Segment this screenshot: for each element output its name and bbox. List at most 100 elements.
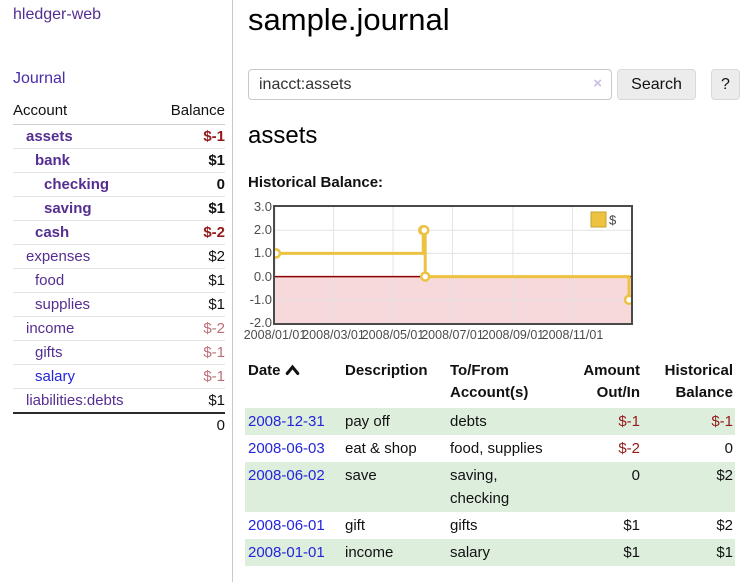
account-balance: $-2 — [155, 220, 225, 245]
account-balance: $1 — [155, 388, 225, 414]
chart-heading: Historical Balance: — [248, 174, 384, 191]
account-row: income $-2 — [13, 316, 225, 341]
transaction-accounts: salary — [450, 544, 491, 561]
accounts-balance-table: Account Balance assets $-1 bank $1 checking 0… — [13, 100, 225, 437]
transaction-accounts: gifts — [450, 517, 478, 534]
column-header-balance[interactable]: Historical Balance — [664, 362, 733, 401]
account-row: assets $-1 — [13, 124, 225, 149]
register-row: 2008-06-03 eat & shop food, supplies $-2 0 — [245, 435, 735, 462]
account-balance: $-1 — [155, 364, 225, 389]
search-button[interactable]: Search — [617, 69, 696, 100]
sidebar-account-link[interactable]: salary — [35, 368, 76, 385]
account-row: cash $-2 — [13, 220, 225, 245]
sidebar-account-link[interactable]: food — [35, 272, 65, 289]
account-balance: $-2 — [155, 316, 225, 341]
account-row: salary $-1 — [13, 364, 225, 389]
account-row: food $1 — [13, 268, 225, 293]
sidebar-account-link[interactable]: assets — [26, 128, 73, 145]
account-row: saving $1 — [13, 196, 225, 221]
transaction-description: eat & shop — [345, 440, 417, 457]
account-row: supplies $1 — [13, 292, 225, 317]
account-balance: $-1 — [155, 124, 225, 149]
transaction-accounts: saving, checking — [450, 467, 510, 507]
accounts-total-value: 0 — [155, 412, 225, 437]
accounts-table-body: assets $-1 bank $1 checking 0 saving $1 cash $-2 e… — [13, 124, 225, 414]
search-bar: × Search ? — [248, 69, 740, 100]
y-tick-label: 0.0 — [253, 268, 272, 284]
account-balance: $1 — [155, 196, 225, 221]
transaction-balance: $2 — [716, 467, 733, 484]
column-header-accounts[interactable]: To/From Account(s) — [450, 362, 529, 401]
transaction-description: save — [345, 467, 377, 484]
accounts-column-header: Account — [13, 100, 156, 125]
transaction-description: gift — [345, 517, 366, 534]
register-table-body: 2008-12-31 pay off debts $-1 $-1 2008-06-03 ea… — [245, 408, 735, 566]
register-row: 2008-06-02 save saving, checking 0 $2 — [245, 462, 735, 512]
transaction-balance: $2 — [716, 517, 733, 534]
transaction-date-link[interactable]: 2008-06-03 — [248, 440, 325, 457]
clear-search-icon[interactable]: × — [593, 75, 602, 92]
x-tick-label: 2008/05/01 — [361, 328, 425, 342]
register-row: 2008-01-01 income salary $1 $1 — [245, 539, 735, 566]
account-row: expenses $2 — [13, 244, 225, 269]
transaction-date-link[interactable]: 2008-01-01 — [248, 544, 325, 561]
transaction-balance: 0 — [724, 440, 733, 457]
account-balance: $1 — [155, 292, 225, 317]
transaction-amount: $-1 — [618, 413, 640, 430]
transaction-amount: $1 — [623, 544, 640, 561]
register-table: Date Description To/From Account(s) Amou… — [245, 358, 735, 566]
chevron-up-icon — [285, 364, 299, 375]
y-tick-label: 3.0 — [253, 199, 272, 214]
column-header-amount[interactable]: Amount Out/In — [583, 362, 640, 401]
search-input[interactable] — [248, 69, 612, 100]
transaction-balance: $-1 — [711, 413, 733, 430]
account-balance: $1 — [155, 268, 225, 293]
transaction-date-link[interactable]: 2008-06-02 — [248, 467, 325, 484]
help-button[interactable]: ? — [711, 69, 740, 100]
register-row: 2008-06-01 gift gifts $1 $2 — [245, 512, 735, 539]
account-row: liabilities:debts $1 — [13, 388, 225, 414]
accounts-total-row: 0 — [13, 412, 225, 437]
transaction-amount: $1 — [623, 517, 640, 534]
transaction-date-link[interactable]: 2008-06-01 — [248, 517, 325, 534]
transaction-date-link[interactable]: 2008-12-31 — [248, 413, 325, 430]
column-header-date[interactable]: Date — [245, 358, 342, 408]
sidebar-account-link[interactable]: cash — [35, 224, 70, 241]
account-balance: $-1 — [155, 340, 225, 365]
transaction-amount: 0 — [631, 467, 640, 484]
sidebar-item-journal[interactable]: Journal — [13, 70, 66, 87]
x-tick-label: 2008/03/01 — [302, 328, 365, 342]
account-balance: $1 — [155, 148, 225, 173]
sidebar-account-link[interactable]: saving — [44, 200, 92, 217]
transaction-description: income — [345, 544, 394, 561]
balance-column-header: Balance — [155, 100, 225, 125]
register-header-row: Date Description To/From Account(s) Amou… — [245, 358, 735, 408]
account-heading: assets — [248, 122, 318, 149]
sidebar-account-link[interactable]: checking — [44, 176, 110, 193]
sidebar-account-link[interactable]: income — [26, 320, 75, 337]
historical-balance-chart: $ — [273, 205, 633, 325]
sidebar-account-link[interactable]: gifts — [35, 344, 63, 361]
transaction-amount: $-2 — [618, 440, 640, 457]
page-title: sample.journal — [248, 2, 450, 37]
y-tick-label: 1.0 — [253, 245, 272, 261]
main-content: sample.journal × Search ? assets Histori… — [244, 0, 742, 582]
sidebar-account-link[interactable]: bank — [35, 152, 71, 169]
account-balance: 0 — [155, 172, 225, 197]
brand-link[interactable]: hledger-web — [13, 6, 102, 23]
account-row: gifts $-1 — [13, 340, 225, 365]
account-balance: $2 — [155, 244, 225, 269]
sidebar-account-link[interactable]: supplies — [35, 296, 91, 313]
column-header-description[interactable]: Description — [345, 362, 428, 379]
sidebar-account-link[interactable]: liabilities:debts — [26, 392, 124, 409]
account-row: bank $1 — [13, 148, 225, 173]
register-row: 2008-12-31 pay off debts $-1 $-1 — [245, 408, 735, 435]
x-tick-label: 2008/07/01 — [421, 328, 484, 342]
sidebar-account-link[interactable]: expenses — [26, 248, 91, 265]
account-row: checking 0 — [13, 172, 225, 197]
transaction-description: pay off — [345, 413, 390, 430]
transaction-balance: $1 — [716, 544, 733, 561]
svg-text:$: $ — [609, 213, 617, 228]
x-tick-label: 2008/01/01 — [243, 328, 307, 342]
